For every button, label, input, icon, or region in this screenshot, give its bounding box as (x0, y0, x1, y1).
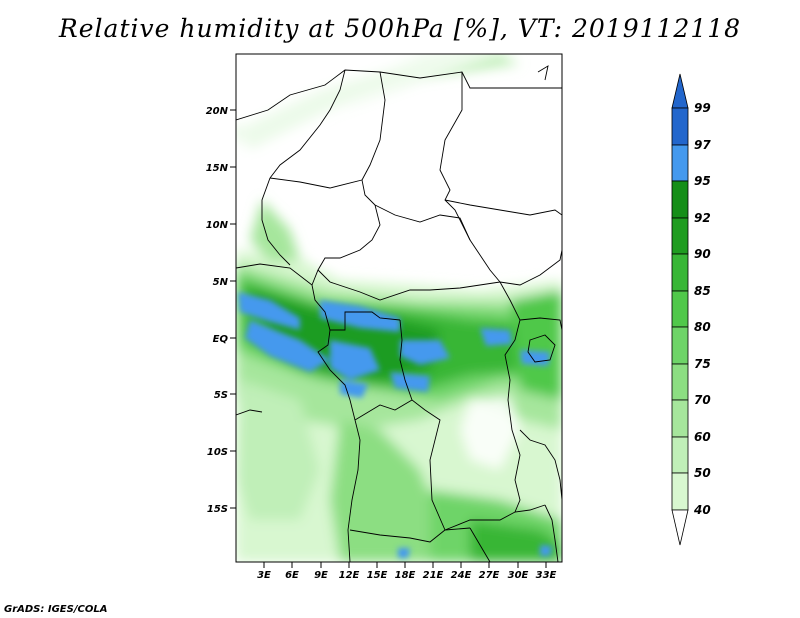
colorbar-segment-92-95 (671, 180, 689, 219)
lon-tick: 15E (367, 562, 388, 581)
colorbar-bottom-arrow (671, 509, 689, 546)
lon-tick: 18E (395, 562, 416, 581)
colorbar-segment-80-85 (671, 290, 689, 328)
svg-text:15S: 15S (207, 504, 228, 515)
colorbar-segment-85-90 (671, 253, 689, 292)
legend-label-40: 40 (693, 503, 711, 517)
colorbar-segment-70-75 (671, 363, 689, 401)
colorbar-segment-90-92 (671, 217, 689, 255)
svg-text:20N: 20N (206, 106, 229, 117)
legend-label-97: 97 (694, 138, 711, 152)
lon-tick: 30E (508, 562, 529, 581)
legend-label-75: 75 (694, 357, 711, 371)
svg-text:24E: 24E (451, 570, 472, 581)
svg-text:6E: 6E (285, 570, 299, 581)
lat-tick: 20N (206, 106, 236, 117)
svg-text:15E: 15E (367, 570, 388, 581)
lon-tick: 27E (479, 562, 500, 581)
lon-tick: 24E (451, 562, 472, 581)
lon-tick: 3E (257, 562, 271, 581)
lon-tick: 21E (423, 562, 444, 581)
country-borders (236, 65, 562, 562)
legend-label-92: 92 (694, 211, 711, 225)
svg-text:3E: 3E (257, 570, 271, 581)
svg-text:5N: 5N (213, 277, 229, 288)
colorbar-segment-40-50 (671, 472, 689, 511)
svg-text:10S: 10S (207, 447, 228, 458)
legend-label-70: 70 (694, 393, 711, 407)
lat-tick: 10N (206, 220, 236, 231)
colorbar-segment-97-99 (671, 107, 689, 146)
map-title: Relative humidity at 500hPa [%], VT: 201… (58, 14, 742, 43)
colorbar-segment-95-97 (671, 144, 689, 182)
colorbar-segment-50-60 (671, 436, 689, 474)
grads-credit: GrADS: IGES/COLA (4, 604, 108, 615)
lon-tick: 33E (536, 562, 557, 581)
svg-text:EQ: EQ (213, 334, 229, 345)
lat-tick: 10S (207, 447, 236, 458)
legend-label-99: 99 (694, 101, 711, 115)
lon-tick: 6E (285, 562, 299, 581)
longitude-axis: 3E 6E 9E 12E 15E 18E 21E 24E 27E 30E 33E (257, 562, 557, 581)
legend-label-60: 60 (694, 430, 711, 444)
legend-label-95: 95 (694, 174, 711, 188)
lat-tick: 15N (206, 163, 236, 174)
svg-text:9E: 9E (314, 570, 328, 581)
svg-text:27E: 27E (479, 570, 500, 581)
svg-text:12E: 12E (339, 570, 360, 581)
colorbar-top-arrow (671, 73, 689, 109)
lon-tick: 9E (314, 562, 328, 581)
map-frame (235, 53, 563, 563)
lat-tick: 15S (207, 504, 236, 515)
legend-label-85: 85 (694, 284, 711, 298)
legend-label-50: 50 (694, 466, 711, 480)
svg-text:10N: 10N (206, 220, 229, 231)
svg-text:33E: 33E (536, 570, 557, 581)
svg-text:21E: 21E (423, 570, 444, 581)
latitude-axis: 20N 15N 10N 5N EQ 5S 10S 15S (206, 106, 236, 515)
svg-text:18E: 18E (395, 570, 416, 581)
legend-label-90: 90 (694, 247, 711, 261)
svg-text:30E: 30E (508, 570, 529, 581)
svg-text:15N: 15N (206, 163, 229, 174)
legend-label-80: 80 (694, 320, 711, 334)
lat-tick: EQ (213, 334, 236, 345)
lon-tick: 12E (339, 562, 360, 581)
colorbar-segment-60-70 (671, 399, 689, 438)
lat-tick: 5N (213, 277, 236, 288)
colorbar-segment-75-80 (671, 326, 689, 365)
colorbar-legend: 99 97 95 92 90 85 80 75 70 60 50 40 (671, 73, 711, 546)
svg-text:5S: 5S (214, 390, 228, 401)
humidity-field (236, 54, 562, 562)
lat-tick: 5S (214, 390, 236, 401)
